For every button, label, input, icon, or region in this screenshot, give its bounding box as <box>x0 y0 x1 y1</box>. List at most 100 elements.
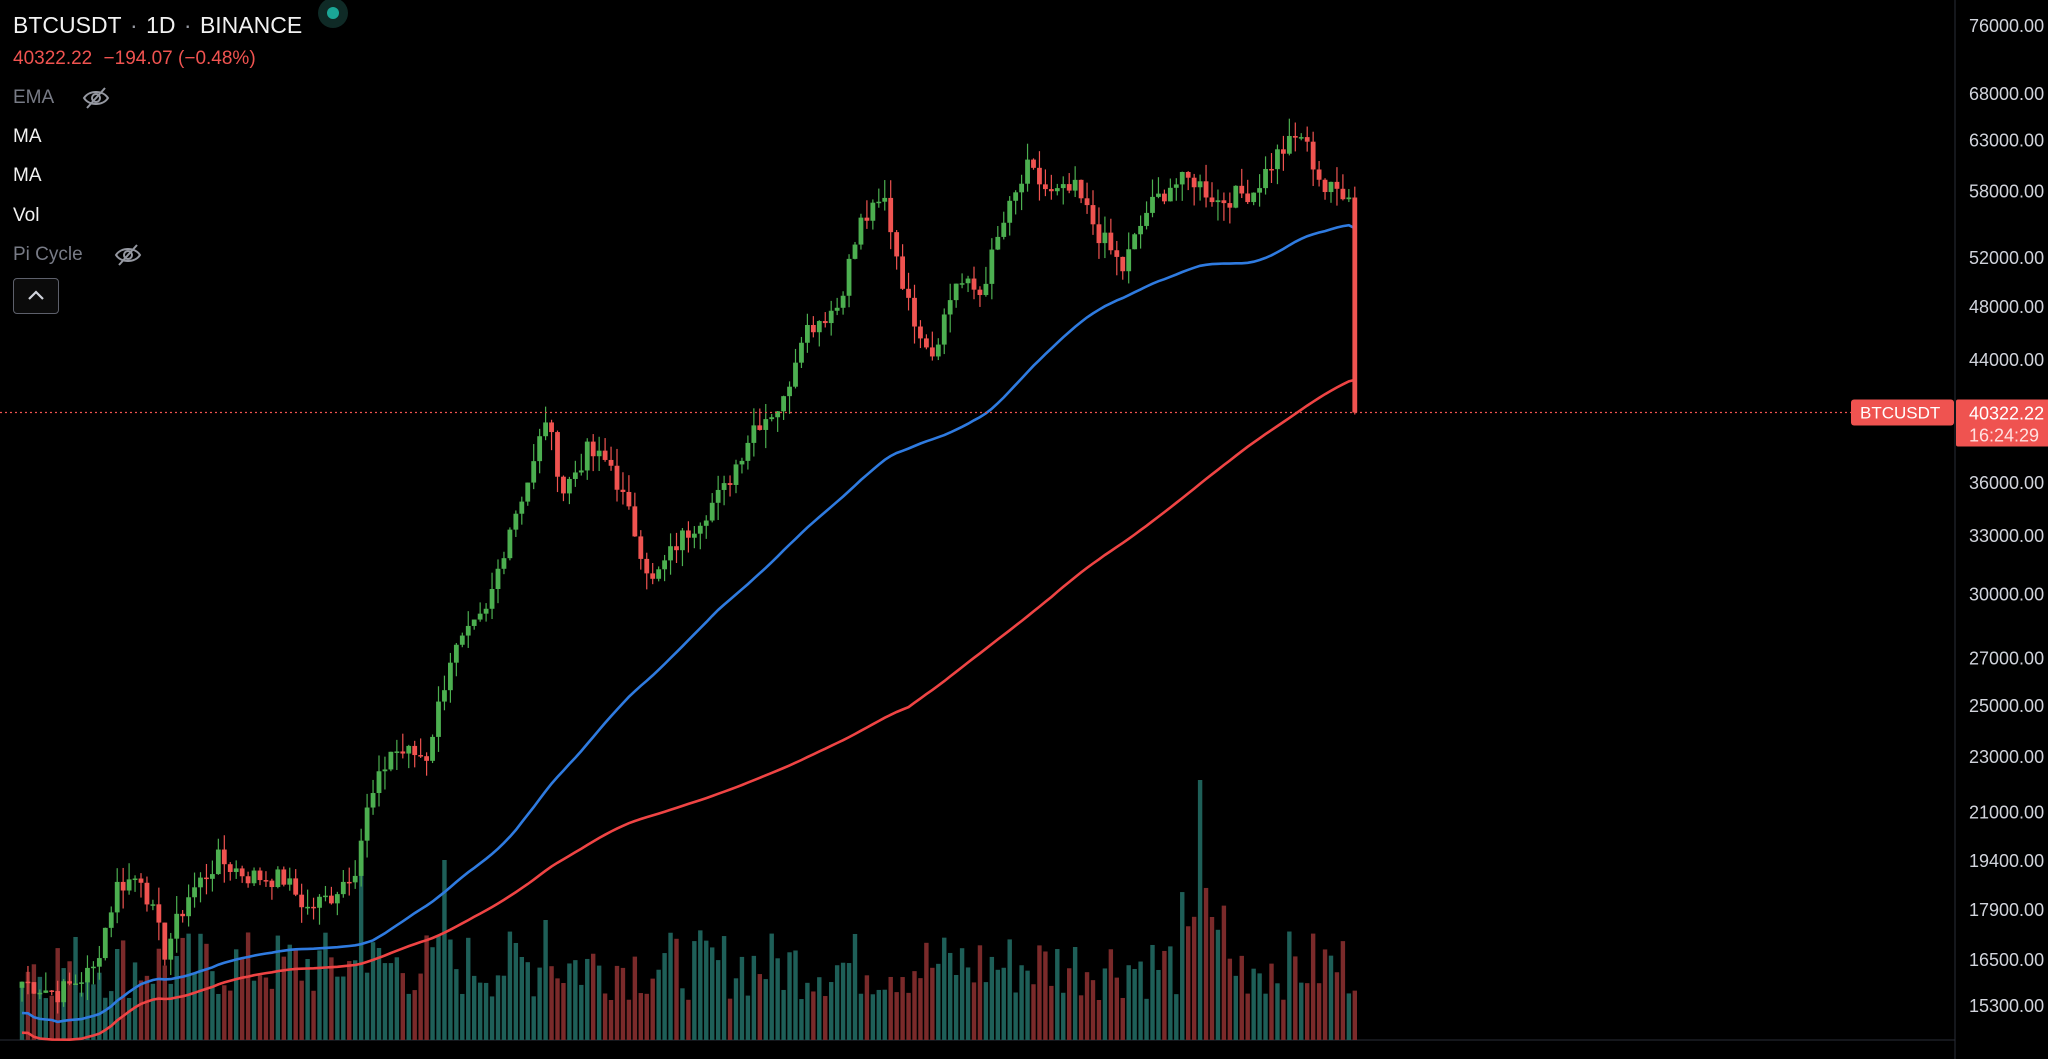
candle[interactable] <box>971 278 977 290</box>
candle[interactable] <box>471 619 477 626</box>
candle[interactable] <box>1191 177 1197 188</box>
candle[interactable] <box>19 981 25 988</box>
candle[interactable] <box>1245 193 1251 203</box>
candle[interactable] <box>1179 171 1185 185</box>
candle[interactable] <box>442 690 447 702</box>
candle[interactable] <box>1209 197 1215 203</box>
candle[interactable] <box>668 546 673 561</box>
candle[interactable] <box>1132 234 1138 250</box>
candle[interactable] <box>329 895 334 904</box>
candle[interactable] <box>1144 212 1149 226</box>
candle[interactable] <box>1275 149 1280 170</box>
candle[interactable] <box>1031 159 1036 168</box>
candle[interactable] <box>555 432 560 477</box>
candle[interactable] <box>1150 196 1155 213</box>
candle[interactable] <box>394 751 400 753</box>
candle[interactable] <box>1352 197 1358 413</box>
candle[interactable] <box>1108 232 1114 251</box>
candle[interactable] <box>596 450 602 457</box>
candle[interactable] <box>852 244 858 259</box>
candle[interactable] <box>822 321 828 324</box>
candle[interactable] <box>953 283 959 301</box>
candle[interactable] <box>138 878 144 883</box>
candle[interactable] <box>483 608 489 614</box>
interval[interactable]: 1D <box>146 12 176 38</box>
candle[interactable] <box>935 344 941 357</box>
candle[interactable] <box>1090 205 1096 225</box>
candle[interactable] <box>864 217 870 221</box>
candle[interactable] <box>448 662 453 691</box>
candle[interactable] <box>1060 184 1066 189</box>
candle[interactable] <box>210 874 215 879</box>
candle[interactable] <box>85 967 90 983</box>
candle[interactable] <box>715 489 721 503</box>
candle[interactable] <box>525 482 531 502</box>
candle[interactable] <box>1227 203 1233 208</box>
candle[interactable] <box>989 249 995 284</box>
candle[interactable] <box>888 197 894 233</box>
candle[interactable] <box>912 297 917 327</box>
candle[interactable] <box>1233 185 1239 208</box>
candle[interactable] <box>983 283 989 296</box>
candle[interactable] <box>567 478 572 494</box>
candle[interactable] <box>602 450 608 460</box>
candle[interactable] <box>67 981 72 984</box>
indicator-vol[interactable]: Vol <box>13 205 39 227</box>
candle[interactable] <box>239 868 245 877</box>
candle[interactable] <box>251 870 257 884</box>
candle[interactable] <box>317 896 322 908</box>
candle[interactable] <box>751 425 757 443</box>
candle[interactable] <box>733 464 739 485</box>
candle[interactable] <box>424 756 429 761</box>
candle[interactable] <box>340 881 346 895</box>
candle[interactable] <box>757 425 763 430</box>
candle[interactable] <box>686 530 691 538</box>
candle[interactable] <box>1084 198 1090 206</box>
candle[interactable] <box>799 342 804 363</box>
candle[interactable] <box>709 502 715 521</box>
candle[interactable] <box>215 849 221 875</box>
candle[interactable] <box>120 881 126 891</box>
candle[interactable] <box>876 201 882 204</box>
candle[interactable] <box>697 525 703 534</box>
indicator-ema[interactable]: EMA <box>13 87 110 109</box>
candle[interactable] <box>204 877 209 880</box>
candle[interactable] <box>388 751 394 770</box>
candle[interactable] <box>561 476 566 494</box>
candle[interactable] <box>519 501 525 514</box>
candle[interactable] <box>263 880 269 882</box>
candle[interactable] <box>364 807 370 841</box>
candle[interactable] <box>1269 168 1274 171</box>
market-status-icon[interactable] <box>318 0 348 28</box>
collapse-legend-button[interactable] <box>13 278 59 314</box>
candle[interactable] <box>132 878 138 881</box>
candle[interactable] <box>1328 181 1334 193</box>
eye-hidden-icon[interactable] <box>113 242 143 268</box>
candle[interactable] <box>1167 187 1173 202</box>
candle[interactable] <box>334 894 340 904</box>
candle[interactable] <box>459 635 465 645</box>
candle[interactable] <box>37 992 43 995</box>
candle[interactable] <box>721 483 727 490</box>
candle[interactable] <box>1120 256 1126 272</box>
candle[interactable] <box>1197 181 1203 188</box>
candle[interactable] <box>227 864 233 872</box>
candle[interactable] <box>947 300 953 315</box>
candle[interactable] <box>793 362 798 387</box>
candle[interactable] <box>43 990 49 993</box>
candle[interactable] <box>584 441 590 471</box>
candle[interactable] <box>370 793 376 808</box>
candle[interactable] <box>1316 169 1322 180</box>
candle[interactable] <box>1215 200 1221 203</box>
candle[interactable] <box>1078 179 1084 199</box>
indicator-ma-1[interactable]: MA <box>13 126 42 148</box>
candle[interactable] <box>1286 135 1292 154</box>
candle[interactable] <box>507 529 513 559</box>
candle[interactable] <box>1292 135 1298 138</box>
candle[interactable] <box>882 197 888 202</box>
candle[interactable] <box>269 880 275 888</box>
candle[interactable] <box>1025 159 1030 184</box>
candle[interactable] <box>299 894 305 908</box>
candle[interactable] <box>1203 181 1209 198</box>
candle[interactable] <box>477 613 483 620</box>
